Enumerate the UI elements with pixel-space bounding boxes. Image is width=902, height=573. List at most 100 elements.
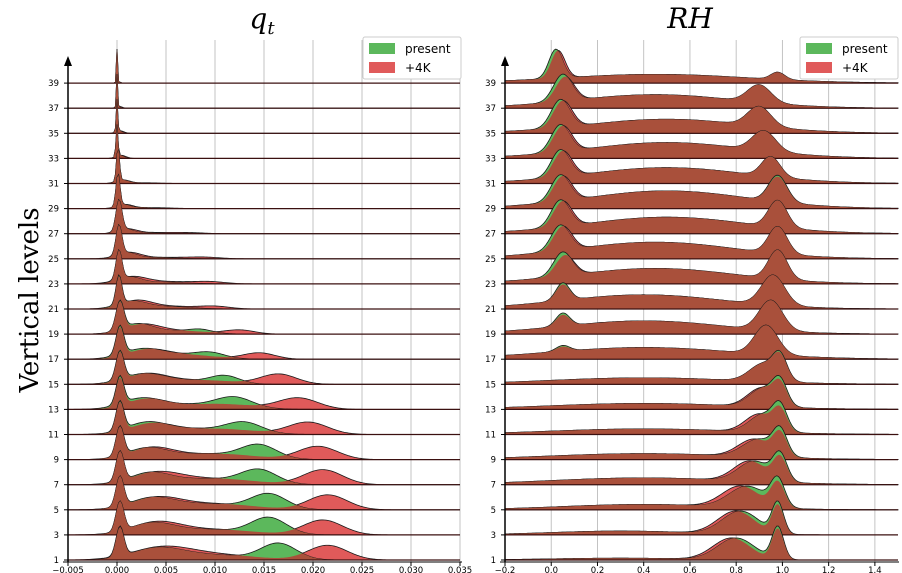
ridge-level <box>68 198 460 235</box>
panel-qt-ridges <box>67 49 460 561</box>
ridge-overlap-area <box>68 526 460 560</box>
panel-rh-y-axis-arrow <box>501 56 509 66</box>
y-tick-label: 35 <box>48 129 59 139</box>
ridge-overlap-area <box>505 150 898 184</box>
ridge-overlap-area <box>505 300 898 335</box>
y-tick-label: 9 <box>54 456 59 466</box>
x-tick-label: −0.005 <box>52 566 83 573</box>
y-tick-label: 25 <box>485 255 496 265</box>
y-tick-label: 23 <box>48 280 59 290</box>
legend-swatch-present <box>806 43 832 54</box>
y-tick-label: 27 <box>485 230 496 240</box>
ridge-overlap-area <box>68 450 460 485</box>
panel-rh-legend: present +4K <box>799 36 899 80</box>
ridge-level <box>67 223 460 260</box>
ridge-level <box>504 349 899 385</box>
x-tick-label: 1.2 <box>822 566 836 573</box>
y-tick-label: 15 <box>48 380 59 390</box>
y-tick-label: 17 <box>485 355 496 365</box>
y-tick-label: 29 <box>48 205 59 215</box>
x-tick-label: 0.015 <box>252 566 276 573</box>
x-tick-label: 0.030 <box>399 566 423 573</box>
ridge-overlap-area <box>505 200 898 234</box>
y-tick-label: 11 <box>485 431 496 441</box>
ridge-overlap-area <box>505 249 898 284</box>
ridge-level <box>67 299 460 335</box>
y-tick-label: 7 <box>54 481 59 491</box>
x-tick-label: 0.000 <box>105 566 129 573</box>
legend-label-present: present <box>405 42 451 56</box>
ridge-level <box>67 274 460 310</box>
panel-qt-title-base: q <box>249 2 267 35</box>
panel-rh-title: RH <box>666 2 713 35</box>
x-tick-label: 0.020 <box>301 566 325 573</box>
ridge-overlap-area <box>68 475 460 510</box>
y-tick-label: 21 <box>48 305 59 315</box>
ridge-overlap-area <box>505 226 898 259</box>
ridge-level <box>504 374 899 410</box>
ridge-overlap-area <box>505 429 898 460</box>
ridge-level <box>67 399 460 436</box>
panel-rh-ridges <box>504 48 899 561</box>
ridge-level <box>504 174 899 210</box>
panel-qt-grid <box>116 40 461 562</box>
y-tick-label: 37 <box>48 104 59 114</box>
y-axis-label: Vertical levels <box>15 207 45 393</box>
ridge-level <box>68 49 460 84</box>
x-tick-label: 0.035 <box>448 566 472 573</box>
ridge-overlap-area <box>505 351 898 385</box>
ridge-level <box>504 400 899 436</box>
ridge-overlap-area <box>505 275 898 309</box>
ridge-overlap-area <box>68 401 460 435</box>
ridge-level <box>67 324 460 360</box>
y-tick-label: 19 <box>485 330 496 340</box>
x-tick-label: 0.025 <box>350 566 374 573</box>
legend-label-future: +4K <box>405 61 432 75</box>
legend-label-future: +4K <box>842 61 869 75</box>
ridge-level <box>504 249 899 285</box>
ridge-overlap-area <box>505 175 898 209</box>
y-tick-label: 3 <box>54 531 59 541</box>
x-tick-label: 0.8 <box>729 566 743 573</box>
x-tick-label: 0.005 <box>154 566 178 573</box>
y-tick-label: 39 <box>48 79 59 89</box>
ridge-level <box>67 424 460 461</box>
y-tick-label: 19 <box>48 330 59 340</box>
ridge-level <box>504 525 898 561</box>
y-tick-label: 37 <box>485 104 496 114</box>
x-tick-label: 0.010 <box>203 566 227 573</box>
ridge-level <box>67 349 460 385</box>
y-tick-label: 7 <box>491 481 496 491</box>
panel-qt-title-subscript: t <box>267 18 275 39</box>
ridge-level <box>504 324 899 360</box>
ridge-level <box>504 475 899 511</box>
y-tick-label: 13 <box>48 405 59 415</box>
y-tick-label: 33 <box>485 154 496 164</box>
ridge-overlap-area <box>68 377 460 410</box>
ridge-overlap-area <box>505 50 898 84</box>
ridge-level <box>67 449 460 486</box>
panel-qt-title: qt <box>249 2 275 39</box>
y-tick-label: 11 <box>48 431 59 441</box>
y-tick-label: 33 <box>48 154 59 164</box>
y-tick-label: 15 <box>485 380 496 390</box>
x-tick-label: 0.4 <box>637 566 651 573</box>
legend-swatch-future <box>369 62 395 73</box>
ridge-overlap-area <box>505 454 898 485</box>
ridge-level <box>68 149 460 185</box>
panel-qt-legend: present +4K <box>362 36 462 80</box>
y-tick-label: 25 <box>48 255 59 265</box>
panel-rh-xticks: −0.2 0.0 0.2 0.4 0.6 0.8 1.0 1.2 1.4 <box>495 562 882 573</box>
y-tick-label: 39 <box>485 79 496 89</box>
panel-qt-xticks: −0.005 0.000 0.005 0.010 0.015 0.020 0.025 0.03… <box>52 562 472 573</box>
y-tick-label: 21 <box>485 305 496 315</box>
ridge-level <box>68 173 460 210</box>
x-tick-label: 0.2 <box>591 566 605 573</box>
y-tick-label: 29 <box>485 205 496 215</box>
ridge-level <box>504 149 899 185</box>
y-tick-label: 35 <box>485 129 496 139</box>
legend-swatch-present <box>369 43 395 54</box>
ridge-level <box>504 425 899 461</box>
